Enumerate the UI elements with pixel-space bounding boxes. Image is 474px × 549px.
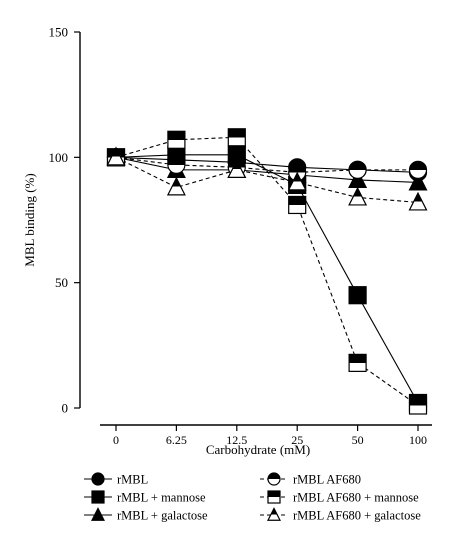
- x-tick-label: 12.5: [226, 433, 247, 447]
- axes: [79, 32, 432, 426]
- series-line: [115, 154, 419, 404]
- series-line: [115, 136, 419, 406]
- x-tick-label: 6.25: [166, 433, 187, 447]
- legend-label: rMBL + mannose: [117, 491, 206, 505]
- x-tick-label: 0: [113, 433, 119, 447]
- x-tick-label: 100: [409, 433, 427, 447]
- data-point: [106, 146, 126, 166]
- legend-marker: [91, 490, 105, 504]
- data-point: [348, 286, 367, 305]
- data-point: [408, 396, 428, 415]
- legend-item: rMBL AF680 + mannose: [260, 490, 419, 505]
- y-tick-label: 100: [49, 150, 69, 165]
- data-point: [167, 130, 186, 149]
- legend-item: rMBL + galactose: [84, 507, 208, 523]
- legend-item: rMBL + mannose: [84, 490, 206, 505]
- data-point: [227, 128, 246, 147]
- legend-item: rMBL: [84, 472, 148, 487]
- data-point: [167, 155, 186, 174]
- data-point: [288, 195, 307, 215]
- x-tick-label: 50: [352, 433, 364, 447]
- legend-label: rMBL + galactose: [117, 509, 208, 523]
- legend-marker: [91, 507, 105, 521]
- data-point: [287, 171, 307, 191]
- legend-label: rMBL AF680: [293, 473, 361, 487]
- data-point: [408, 171, 428, 191]
- series-markers: [106, 128, 428, 415]
- data-point: [166, 176, 186, 196]
- legend: rMBL rMBL + mannose rMBL + galactose rMBL A…: [84, 472, 421, 523]
- legend-marker: [91, 472, 105, 486]
- x-ticks: 0 6.25 12.5 25 50 100: [113, 425, 427, 447]
- data-point: [408, 160, 428, 179]
- data-point: [348, 160, 367, 179]
- data-point: [348, 353, 367, 372]
- data-point: [227, 159, 247, 178]
- y-tick-label: 0: [62, 401, 69, 416]
- data-point: [408, 191, 428, 211]
- legend-item: rMBL AF680: [260, 472, 361, 487]
- series-lines: [115, 136, 419, 406]
- x-tick-label: 25: [291, 433, 303, 447]
- legend-marker: [267, 507, 281, 521]
- legend-label: rMBL AF680 + galactose: [293, 509, 421, 523]
- data-point: [348, 186, 368, 206]
- y-axis-label: MBL binding (%): [22, 173, 37, 266]
- legend-label: rMBL AF680 + mannose: [293, 491, 419, 505]
- legend-label: rMBL: [117, 473, 148, 487]
- legend-marker: [267, 472, 281, 486]
- y-tick-label: 150: [49, 25, 69, 40]
- y-tick-label: 50: [55, 275, 68, 290]
- legend-marker: [267, 490, 281, 504]
- y-ticks: 0 50 100 150: [49, 25, 80, 416]
- series-line: [115, 156, 418, 173]
- x-axis-label: Carbohydrate (mM): [206, 442, 310, 457]
- series-line: [115, 156, 419, 183]
- series-line: [115, 156, 419, 204]
- legend-item: rMBL AF680 + galactose: [260, 507, 421, 523]
